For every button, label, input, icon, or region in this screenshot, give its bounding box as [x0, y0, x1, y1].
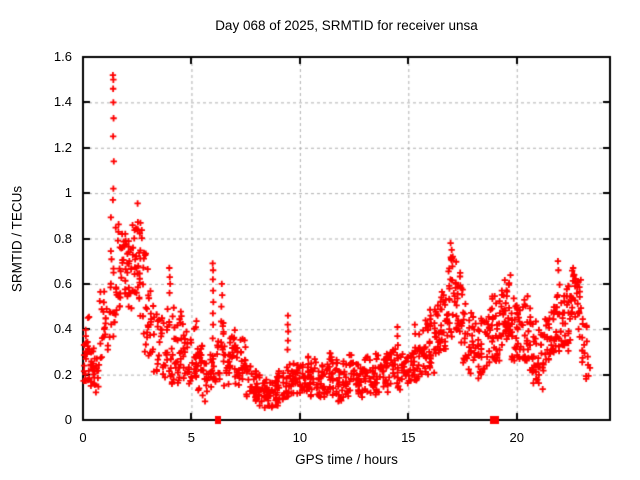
y-tick-label: 1	[64, 185, 72, 201]
x-tick-label: 0	[79, 430, 87, 445]
x-tick-label: 5	[187, 430, 196, 445]
x-axis-label: GPS time / hours	[295, 452, 398, 467]
y-tick-label: 0.6	[53, 275, 72, 291]
y-tick-label: 0.4	[53, 321, 72, 337]
y-tick-label: 0	[64, 412, 72, 427]
y-tick-label: 1.4	[53, 94, 72, 110]
y-tick-label: 1.2	[53, 139, 72, 155]
y-tick-label: 0.2	[53, 366, 72, 382]
x-tick-label: 20	[509, 430, 524, 445]
y-tick-label: 1.6	[53, 49, 72, 64]
chart-title: Day 068 of 2025, SRMTID for receiver uns…	[215, 18, 478, 33]
x-tick-label: 15	[401, 430, 416, 445]
y-tick-label: 0.8	[53, 230, 72, 246]
x-tick-label: 10	[292, 430, 308, 445]
